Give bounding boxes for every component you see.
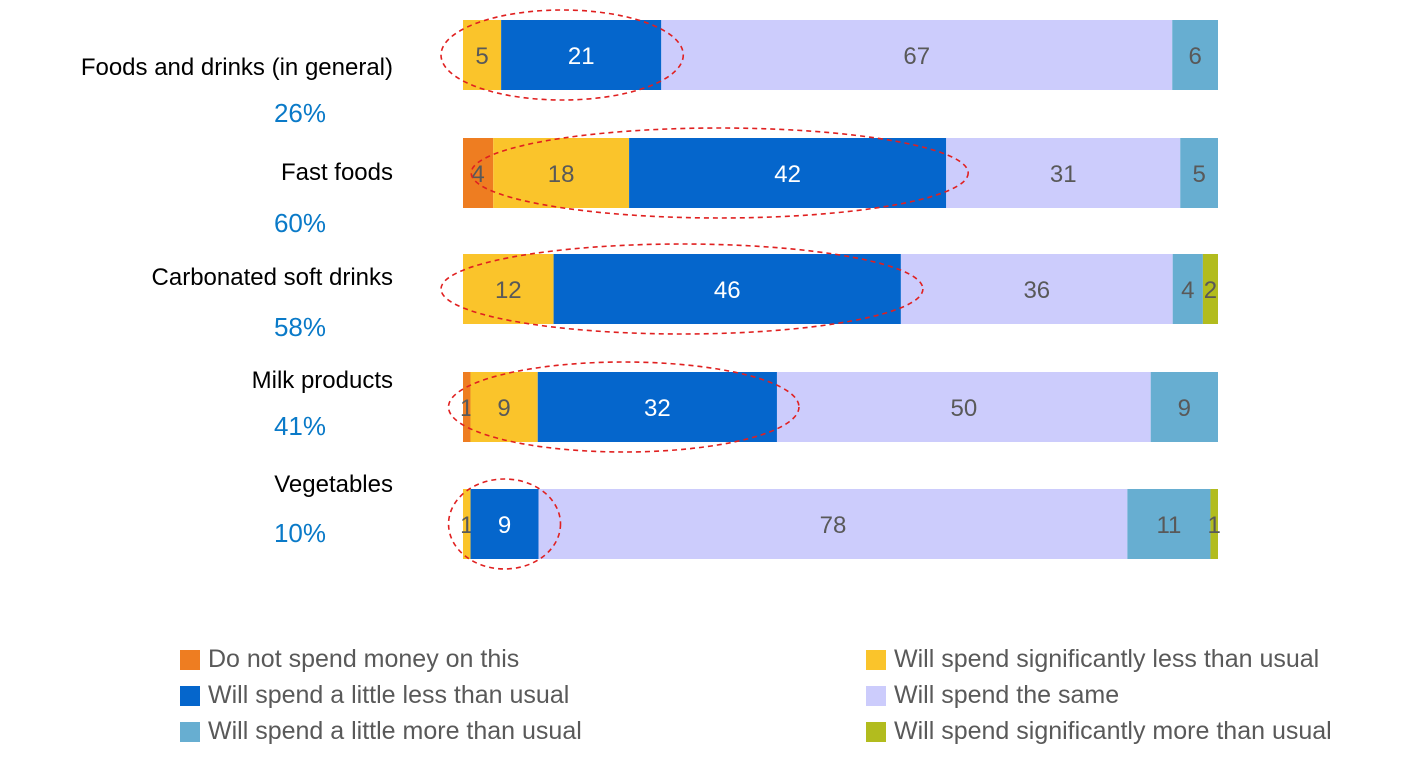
bar-segment-foods-and-drinks-in-general-will-spend-a-little-more-than-usual [1172, 20, 1218, 90]
bar-segment-milk-products-will-spend-a-little-more-than-usual [1150, 372, 1218, 442]
data-label-fast-foods-do-not-spend-money-on-this: 4 [471, 161, 484, 188]
bar-segment-carbonated-soft-drinks-will-spend-a-little-more-than-usual [1172, 254, 1203, 324]
bar-segment-milk-products-will-spend-significantly-less-than-usual [470, 372, 538, 442]
bar-segment-fast-foods-will-spend-a-little-less-than-usual [629, 138, 947, 208]
bar-segment-vegetables-will-spend-the-same [538, 489, 1128, 559]
data-label-carbonated-soft-drinks-will-spend-a-little-more-than-usual: 4 [1181, 277, 1194, 304]
data-label-vegetables-will-spend-significantly-less-than-usual: 1 [460, 512, 473, 539]
legend-item-will-spend-significantly-less-than-usual: Will spend significantly less than usual [866, 645, 1319, 674]
legend-swatch [180, 685, 200, 706]
data-label-fast-foods-will-spend-a-little-more-than-usual: 5 [1192, 161, 1205, 188]
bar-segment-milk-products-will-spend-a-little-less-than-usual [537, 372, 777, 442]
legend-label: Will spend the same [894, 681, 1120, 709]
data-label-vegetables-will-spend-the-same: 78 [820, 512, 847, 539]
data-label-fast-foods-will-spend-the-same: 31 [1050, 161, 1077, 188]
data-label-foods-and-drinks-in-general-will-spend-a-little-more-than-usual: 6 [1188, 43, 1201, 70]
data-label-fast-foods-will-spend-significantly-less-than-usual: 18 [548, 161, 575, 188]
legend-item-will-spend-significantly-more-than-usual: Will spend significantly more than usual [866, 717, 1332, 746]
data-label-milk-products-will-spend-significantly-less-than-usual: 9 [497, 395, 510, 422]
bar-segment-carbonated-soft-drinks-will-spend-a-little-less-than-usual [553, 254, 901, 324]
legend-item-will-spend-a-little-less-than-usual: Will spend a little less than usual [180, 681, 569, 710]
legend-swatch [180, 649, 200, 670]
bar-segment-foods-and-drinks-in-general-will-spend-the-same [661, 20, 1173, 90]
category-label-fast-foods: Fast foods [281, 159, 393, 186]
category-label-carbonated-soft-drinks: Carbonated soft drinks [152, 264, 393, 291]
category-percentage-fast-foods: 60% [274, 208, 326, 238]
bars: 5 21 67 64 18 42 31 512 46 36 4 21 9 32 50 91 9 78 11 1 [460, 20, 1221, 559]
bar-segment-vegetables-will-spend-significantly-less-than-usual [463, 489, 471, 559]
data-label-foods-and-drinks-in-general-will-spend-a-little-less-than-usual: 21 [568, 43, 595, 70]
legend-label: Do not spend money on this [208, 645, 520, 673]
bar-segment-carbonated-soft-drinks-will-spend-the-same [900, 254, 1173, 324]
bar-segment-foods-and-drinks-in-general-will-spend-significantly-less-than-usual [463, 20, 502, 90]
bar-segment-fast-foods-do-not-spend-money-on-this [463, 138, 494, 208]
highlight-ring-foods-and-drinks-in-general [440, 9, 685, 101]
data-label-vegetables-will-spend-a-little-more-than-usual: 11 [1156, 512, 1181, 539]
bar-segment-milk-products-do-not-spend-money-on-this [463, 372, 471, 442]
category-labels: Foods and drinks (in general) 26% Fast foo… [81, 54, 393, 548]
data-label-vegetables-will-spend-significantly-more-than-usual: 1 [1208, 512, 1221, 539]
legend-swatch [866, 685, 886, 706]
data-label-carbonated-soft-drinks-will-spend-significantly-more-than-usual: 2 [1204, 277, 1217, 304]
legend-label: Will spend a little more than usual [208, 717, 582, 745]
category-label-foods-and-drinks-in-general: Foods and drinks (in general) [81, 54, 393, 81]
category-label-vegetables: Vegetables [274, 471, 393, 498]
highlight-ring-vegetables [447, 478, 562, 570]
category-label-milk-products: Milk products [252, 367, 393, 394]
data-label-fast-foods-will-spend-a-little-less-than-usual: 42 [774, 161, 801, 188]
legend-label: Will spend significantly more than usual [894, 717, 1332, 745]
legend-label: Will spend a little less than usual [208, 681, 570, 709]
data-label-foods-and-drinks-in-general-will-spend-significantly-less-than-usual: 5 [475, 43, 488, 70]
bar-segment-vegetables-will-spend-a-little-less-than-usual [470, 489, 539, 559]
data-label-carbonated-soft-drinks-will-spend-the-same: 36 [1023, 277, 1050, 304]
legend-item-will-spend-the-same: Will spend the same [866, 681, 1119, 710]
legend-item-do-not-spend-money-on-this: Do not spend money on this [180, 645, 519, 674]
legend-label: Will spend significantly less than usual [894, 645, 1320, 673]
bar-segment-fast-foods-will-spend-a-little-more-than-usual [1180, 138, 1218, 208]
legend-item-will-spend-a-little-more-than-usual: Will spend a little more than usual [180, 717, 582, 746]
data-label-milk-products-do-not-spend-money-on-this: 1 [460, 395, 473, 422]
bar-segment-vegetables-will-spend-significantly-more-than-usual [1210, 489, 1218, 559]
legend-swatch [866, 649, 886, 670]
highlight-ring-milk-products [447, 361, 800, 453]
stacked-bar-chart: Foods and drinks (in general) 26% Fast foo… [81, 9, 1221, 570]
legend-swatch [866, 721, 886, 742]
data-label-milk-products-will-spend-a-little-less-than-usual: 32 [644, 395, 671, 422]
legend-swatch [180, 721, 200, 742]
bar-segment-carbonated-soft-drinks-will-spend-significantly-more-than-usual [1202, 254, 1218, 324]
bar-segment-foods-and-drinks-in-general-will-spend-a-little-less-than-usual [501, 20, 662, 90]
data-label-carbonated-soft-drinks-will-spend-significantly-less-than-usual: 12 [495, 277, 522, 304]
bar-segment-fast-foods-will-spend-the-same [946, 138, 1181, 208]
bar-segment-fast-foods-will-spend-significantly-less-than-usual [493, 138, 630, 208]
bar-segment-vegetables-will-spend-a-little-more-than-usual [1127, 489, 1211, 559]
legend: Do not spend money on this Will spend sig… [180, 645, 1420, 755]
data-label-foods-and-drinks-in-general-will-spend-the-same: 67 [903, 43, 930, 70]
category-percentage-carbonated-soft-drinks: 58% [274, 312, 326, 342]
data-label-milk-products-will-spend-a-little-more-than-usual: 9 [1178, 395, 1191, 422]
category-percentage-foods-and-drinks-in-general: 26% [274, 98, 326, 128]
data-label-milk-products-will-spend-the-same: 50 [950, 395, 977, 422]
category-percentage-vegetables: 10% [274, 518, 326, 548]
data-label-carbonated-soft-drinks-will-spend-a-little-less-than-usual: 46 [714, 277, 741, 304]
highlight-rings [440, 9, 970, 570]
highlight-ring-carbonated-soft-drinks [440, 243, 924, 335]
highlight-ring-fast-foods [470, 127, 970, 219]
data-label-vegetables-will-spend-a-little-less-than-usual: 9 [498, 512, 511, 539]
category-percentage-milk-products: 41% [274, 411, 326, 441]
bar-segment-milk-products-will-spend-the-same [776, 372, 1151, 442]
